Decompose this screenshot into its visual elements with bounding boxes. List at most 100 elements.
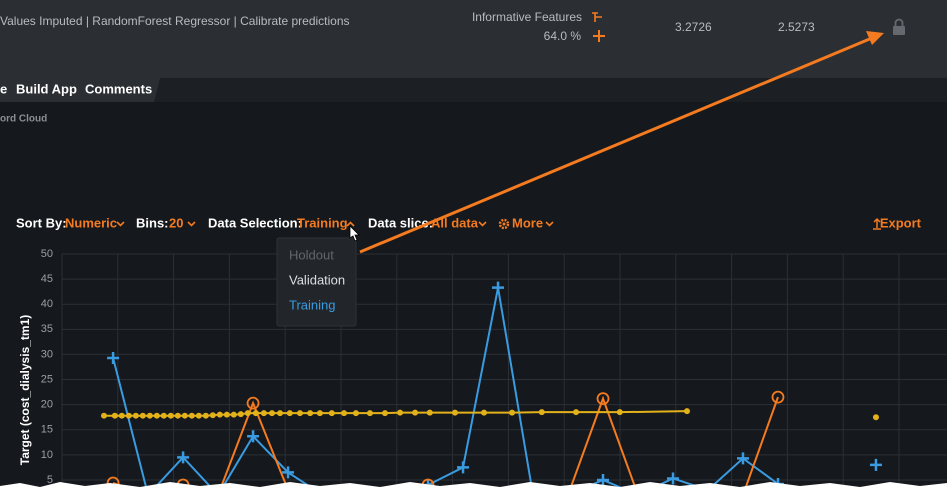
- subtab[interactable]: ord Cloud: [0, 114, 47, 125]
- dot-marker: [125, 412, 132, 419]
- dropdown-menu: [276, 237, 357, 327]
- sort-label: Sort By:: [16, 215, 67, 230]
- dot-marker: [244, 410, 251, 417]
- dropdown-item[interactable]: Validation: [289, 272, 345, 287]
- plus-marker: [492, 281, 505, 294]
- annotation-arrow: [359, 31, 884, 254]
- plus-marker: [666, 472, 679, 485]
- add-icon[interactable]: [593, 30, 605, 42]
- plus-marker: [177, 451, 190, 464]
- dot-marker: [509, 409, 516, 416]
- gear-icon: [498, 218, 510, 230]
- dot-marker: [153, 412, 160, 419]
- dot-marker: [146, 412, 153, 419]
- dot-marker: [397, 409, 404, 416]
- dot-marker: [100, 412, 107, 419]
- dot-marker: [268, 410, 275, 417]
- dot-marker: [216, 411, 223, 418]
- dot-marker: [872, 414, 879, 421]
- lock-icon: [893, 18, 905, 35]
- series-layer: [100, 281, 882, 488]
- tab[interactable]: Comments: [85, 81, 152, 96]
- dot-marker: [366, 410, 373, 417]
- chevron: [346, 221, 355, 227]
- export-icon: [873, 217, 881, 230]
- dot-marker: [481, 409, 488, 416]
- y-tick-label: 45: [41, 273, 53, 285]
- y-tick-label: 50: [41, 248, 53, 260]
- dropdown-item[interactable]: Holdout: [289, 247, 334, 262]
- chevron: [478, 221, 487, 227]
- sort-value[interactable]: Numeric: [65, 215, 117, 230]
- dot-marker: [202, 412, 209, 419]
- dot-marker: [451, 409, 458, 416]
- dot-marker: [174, 412, 181, 419]
- dot-marker: [160, 412, 167, 419]
- dot-marker: [683, 408, 690, 415]
- dot-marker: [111, 412, 118, 419]
- slice-value[interactable]: All data: [431, 215, 479, 230]
- dot-marker: [260, 410, 267, 417]
- dot-marker: [139, 412, 146, 419]
- selection-value[interactable]: Training: [297, 215, 348, 230]
- model-description: Values Imputed | RandomForest Regressor …: [0, 14, 350, 28]
- dot-marker: [132, 412, 139, 419]
- header-bar: [0, 0, 947, 78]
- dot-marker: [316, 410, 323, 417]
- dot-marker: [286, 410, 293, 417]
- dot-marker: [237, 411, 244, 418]
- bins-value[interactable]: 20: [169, 215, 183, 230]
- features-label[interactable]: Informative Features: [472, 10, 582, 24]
- dot-marker: [341, 410, 348, 417]
- cursor: [349, 225, 360, 242]
- circle-marker: [771, 390, 785, 404]
- series-line: [112, 395, 779, 488]
- chevron: [187, 221, 196, 227]
- dot-marker: [209, 412, 216, 419]
- dot-marker: [296, 410, 303, 417]
- plus-marker: [282, 466, 295, 479]
- plus-marker: [457, 461, 470, 474]
- bins-label: Bins:: [136, 215, 169, 230]
- tab[interactable]: Build App: [16, 81, 77, 96]
- y-tick-label: 10: [41, 449, 53, 461]
- dot-marker: [412, 409, 419, 416]
- plus-marker: [247, 430, 260, 443]
- export-button[interactable]: Export: [880, 215, 922, 230]
- sample-size: 64.0 %: [544, 29, 582, 43]
- dot-marker: [277, 410, 284, 417]
- plot: 5 10 15 20 25 30 35 40 45 50: [41, 248, 947, 488]
- chevron: [545, 221, 554, 227]
- y-tick-label: 5: [47, 474, 53, 486]
- more-button[interactable]: More: [512, 215, 543, 230]
- dot-marker: [328, 410, 335, 417]
- dot-marker: [181, 412, 188, 419]
- dot-marker: [230, 411, 237, 418]
- dot-marker: [195, 412, 202, 419]
- circle-marker: [596, 392, 610, 406]
- dot-marker: [223, 411, 230, 418]
- plus-marker: [736, 452, 749, 465]
- series-line: [112, 287, 779, 488]
- dropdown-item[interactable]: Training: [289, 297, 335, 312]
- slice-label: Data slice:: [368, 215, 433, 230]
- dot-marker: [538, 409, 545, 416]
- tab[interactable]: e: [0, 81, 7, 96]
- plus-marker: [597, 473, 610, 486]
- dot-marker: [167, 412, 174, 419]
- y-tick-label: 20: [41, 399, 53, 411]
- dot-marker: [573, 409, 580, 416]
- dot-marker: [426, 409, 433, 416]
- circle-marker: [106, 476, 120, 488]
- dot-marker: [381, 410, 388, 417]
- metric-1: 3.2726: [675, 20, 712, 34]
- y-tick-label: 40: [41, 298, 53, 310]
- dot-marker: [307, 410, 314, 417]
- y-tick-label: 30: [41, 348, 53, 360]
- y-tick-label: 25: [41, 373, 53, 385]
- circle-marker: [246, 396, 260, 410]
- torn-edge: [0, 482, 947, 488]
- dot-marker: [616, 409, 623, 416]
- tab-group: [0, 78, 160, 102]
